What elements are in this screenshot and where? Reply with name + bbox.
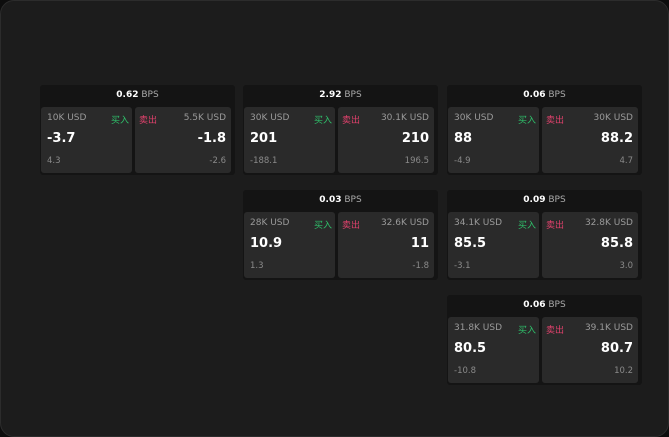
sell-change: 196.5: [404, 156, 429, 166]
sell-price: 85.8: [600, 236, 633, 251]
quote-card: 0.06 BPS 30K USD 买入 88 -4.9 30K USD 卖出 88.2 4.7: [447, 85, 642, 175]
spread-unit: BPS: [344, 90, 362, 100]
sell-quantity: 39.1K USD: [584, 323, 633, 333]
buy-label: 买入: [517, 116, 536, 126]
sell-quantity: 32.6K USD: [380, 218, 429, 228]
buy-change: -188.1: [250, 156, 278, 166]
sell-change: 10.2: [614, 366, 633, 376]
sell-label: 卖出: [546, 221, 565, 231]
sell-change: 3.0: [619, 261, 633, 271]
quote-card: 0.62 BPS 10K USD 买入 -3.7 4.3 5.5K USD 卖出 -1.8 -2…: [40, 85, 235, 175]
sell-price: 88.2: [600, 131, 633, 146]
spread-value: 0.06: [523, 300, 546, 310]
buy-change: 4.3: [47, 156, 61, 166]
buy-panel[interactable]: 10K USD 买入 -3.7 4.3: [41, 107, 132, 173]
spread-header: 0.09 BPS: [447, 190, 642, 211]
buy-label: 买入: [517, 221, 536, 231]
sell-panel[interactable]: 30K USD 卖出 88.2 4.7: [542, 107, 638, 173]
buy-change: -4.9: [454, 156, 471, 166]
buy-panel[interactable]: 30K USD 买入 88 -4.9: [448, 107, 539, 173]
buy-label: 买入: [313, 221, 332, 231]
spread-value: 0.03: [319, 195, 342, 205]
sell-quantity: 30.1K USD: [380, 113, 429, 123]
buy-panel[interactable]: 28K USD 买入 10.9 1.3: [244, 212, 335, 278]
sell-price: 11: [410, 236, 429, 251]
sell-panel[interactable]: 32.8K USD 卖出 85.8 3.0: [542, 212, 638, 278]
buy-price: -3.7: [47, 131, 76, 146]
buy-price: 85.5: [454, 236, 487, 251]
sell-quantity: 30K USD: [593, 113, 633, 123]
quote-card: 0.03 BPS 28K USD 买入 10.9 1.3 32.6K USD 卖出 11 -1.…: [243, 190, 438, 280]
buy-quantity: 30K USD: [454, 113, 494, 123]
buy-panel[interactable]: 31.8K USD 买入 80.5 -10.8: [448, 317, 539, 383]
sell-panel[interactable]: 32.6K USD 卖出 11 -1.8: [338, 212, 434, 278]
spread-value: 0.09: [523, 195, 546, 205]
sell-price: 210: [401, 131, 429, 146]
spread-value: 2.92: [319, 90, 342, 100]
sell-price: -1.8: [197, 131, 226, 146]
quote-card: 0.06 BPS 31.8K USD 买入 80.5 -10.8 39.1K USD 卖出 8…: [447, 295, 642, 385]
spread-header: 2.92 BPS: [243, 85, 438, 106]
spread-unit: BPS: [141, 90, 159, 100]
sell-panel[interactable]: 39.1K USD 卖出 80.7 10.2: [542, 317, 638, 383]
buy-label: 买入: [110, 116, 129, 126]
buy-price: 201: [250, 131, 278, 146]
buy-label: 买入: [517, 326, 536, 336]
buy-quantity: 30K USD: [250, 113, 290, 123]
spread-header: 0.62 BPS: [40, 85, 235, 106]
sell-label: 卖出: [139, 116, 158, 126]
spread-value: 0.06: [523, 90, 546, 100]
buy-change: 1.3: [250, 261, 264, 271]
sell-quantity: 5.5K USD: [183, 113, 226, 123]
spread-unit: BPS: [548, 195, 566, 205]
sell-label: 卖出: [342, 116, 361, 126]
buy-quantity: 31.8K USD: [454, 323, 503, 333]
buy-quantity: 10K USD: [47, 113, 87, 123]
spread-unit: BPS: [548, 90, 566, 100]
spread-header: 0.06 BPS: [447, 85, 642, 106]
spread-value: 0.62: [116, 90, 139, 100]
buy-price: 88: [454, 131, 473, 146]
buy-change: -3.1: [454, 261, 471, 271]
sell-label: 卖出: [546, 116, 565, 126]
quote-card: 0.09 BPS 34.1K USD 买入 85.5 -3.1 32.8K USD 卖出 85…: [447, 190, 642, 280]
spread-unit: BPS: [548, 300, 566, 310]
sell-change: -2.6: [209, 156, 226, 166]
buy-panel[interactable]: 34.1K USD 买入 85.5 -3.1: [448, 212, 539, 278]
spread-unit: BPS: [344, 195, 362, 205]
spread-header: 0.06 BPS: [447, 295, 642, 316]
spread-header: 0.03 BPS: [243, 190, 438, 211]
buy-price: 10.9: [250, 236, 283, 251]
buy-price: 80.5: [454, 341, 487, 356]
sell-change: -1.8: [412, 261, 429, 271]
buy-quantity: 28K USD: [250, 218, 290, 228]
buy-quantity: 34.1K USD: [454, 218, 503, 228]
sell-label: 卖出: [546, 326, 565, 336]
sell-change: 4.7: [619, 156, 633, 166]
buy-panel[interactable]: 30K USD 买入 201 -188.1: [244, 107, 335, 173]
sell-panel[interactable]: 30.1K USD 卖出 210 196.5: [338, 107, 434, 173]
sell-panel[interactable]: 5.5K USD 卖出 -1.8 -2.6: [135, 107, 231, 173]
sell-label: 卖出: [342, 221, 361, 231]
buy-label: 买入: [313, 116, 332, 126]
buy-change: -10.8: [454, 366, 476, 376]
sell-quantity: 32.8K USD: [584, 218, 633, 228]
sell-price: 80.7: [600, 341, 633, 356]
quote-card: 2.92 BPS 30K USD 买入 201 -188.1 30.1K USD 卖出 210…: [243, 85, 438, 175]
